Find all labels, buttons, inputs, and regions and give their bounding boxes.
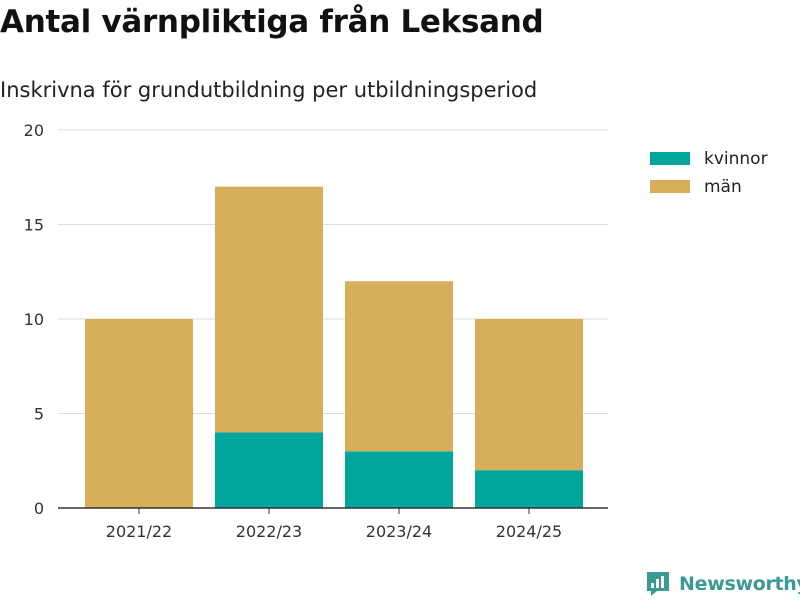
- y-tick-label: 0: [34, 499, 44, 518]
- bar-kvinnor-2023-24[interactable]: [345, 451, 453, 508]
- y-axis-ticks: 0 5 10 15 20: [24, 121, 44, 518]
- newsworthy-brand: Newsworthy: [645, 570, 800, 598]
- bar-kvinnor-2024-25[interactable]: [475, 470, 583, 508]
- bar-män-2021-22[interactable]: [85, 319, 193, 508]
- legend-label-män[interactable]: män: [704, 177, 742, 197]
- x-axis-ticks: 2021/22 2022/23 2023/24 2024/25: [58, 507, 608, 541]
- x-tick-label: 2023/24: [366, 522, 432, 541]
- bar-kvinnor-2022-23[interactable]: [215, 432, 323, 508]
- chart-title: Antal värnpliktiga från Leksand: [0, 4, 544, 40]
- legend: kvinnor män: [650, 149, 768, 197]
- x-tick-label: 2022/23: [236, 522, 302, 541]
- newsworthy-logo-icon: [647, 572, 669, 596]
- chart-subtitle: Inskrivna för grundutbildning per utbild…: [0, 78, 538, 102]
- y-tick-label: 15: [24, 216, 44, 235]
- y-tick-label: 20: [24, 121, 44, 140]
- brand-name: Newsworthy: [679, 573, 800, 595]
- legend-swatch-män[interactable]: [650, 180, 690, 193]
- y-tick-label: 5: [34, 405, 44, 424]
- bars: [85, 186, 583, 508]
- bar-män-2022-23[interactable]: [215, 186, 323, 433]
- legend-label-kvinnor[interactable]: kvinnor: [704, 149, 768, 169]
- x-tick-label: 2024/25: [496, 522, 562, 541]
- y-tick-label: 10: [24, 310, 44, 329]
- bar-män-2024-25[interactable]: [475, 319, 583, 471]
- legend-swatch-kvinnor[interactable]: [650, 152, 690, 165]
- bar-män-2023-24[interactable]: [345, 281, 453, 452]
- x-tick-label: 2021/22: [106, 522, 172, 541]
